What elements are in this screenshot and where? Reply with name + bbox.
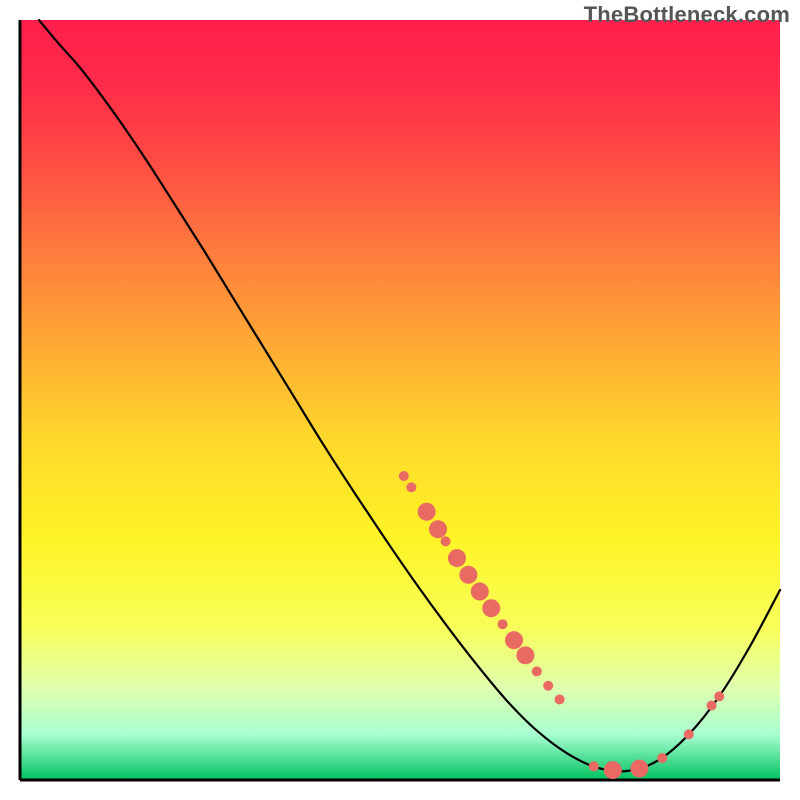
data-marker [516,646,534,664]
data-marker [657,753,667,763]
watermark-text: TheBottleneck.com [584,2,790,28]
plot-background [20,20,780,780]
data-marker [471,583,489,601]
chart-container: { "watermark": "TheBottleneck.com", "cha… [0,0,800,800]
data-marker [707,701,717,711]
data-marker [406,482,416,492]
data-marker [399,471,409,481]
data-marker [604,761,622,779]
data-marker [482,599,500,617]
data-marker [505,631,523,649]
data-marker [543,681,553,691]
data-marker [630,760,648,778]
data-marker [589,761,599,771]
data-marker [441,536,451,546]
data-marker [714,691,724,701]
bottleneck-chart [0,0,800,800]
data-marker [459,566,477,584]
data-marker [429,520,447,538]
data-marker [532,666,542,676]
data-marker [448,549,466,567]
data-marker [555,694,565,704]
data-marker [684,729,694,739]
data-marker [498,619,508,629]
data-marker [418,503,436,521]
